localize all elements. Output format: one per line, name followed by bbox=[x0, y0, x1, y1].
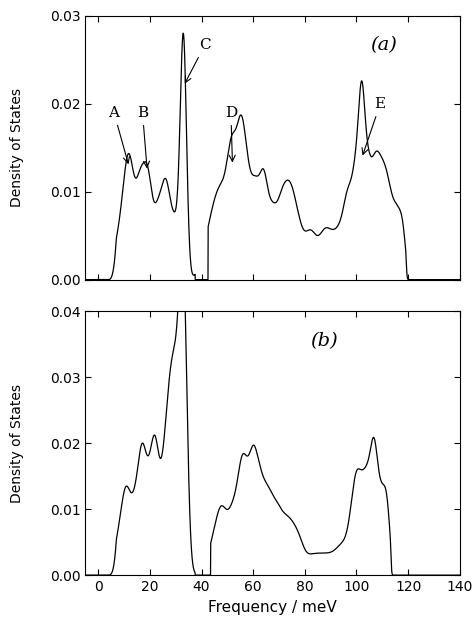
Text: E: E bbox=[362, 97, 386, 154]
Y-axis label: Density of States: Density of States bbox=[9, 384, 24, 502]
Text: C: C bbox=[185, 38, 210, 83]
Text: D: D bbox=[225, 106, 237, 161]
Text: B: B bbox=[137, 106, 149, 167]
Text: A: A bbox=[109, 106, 129, 163]
Text: (b): (b) bbox=[310, 332, 338, 349]
Text: (a): (a) bbox=[370, 36, 397, 54]
X-axis label: Frequency / meV: Frequency / meV bbox=[208, 600, 337, 614]
Y-axis label: Density of States: Density of States bbox=[9, 88, 24, 207]
